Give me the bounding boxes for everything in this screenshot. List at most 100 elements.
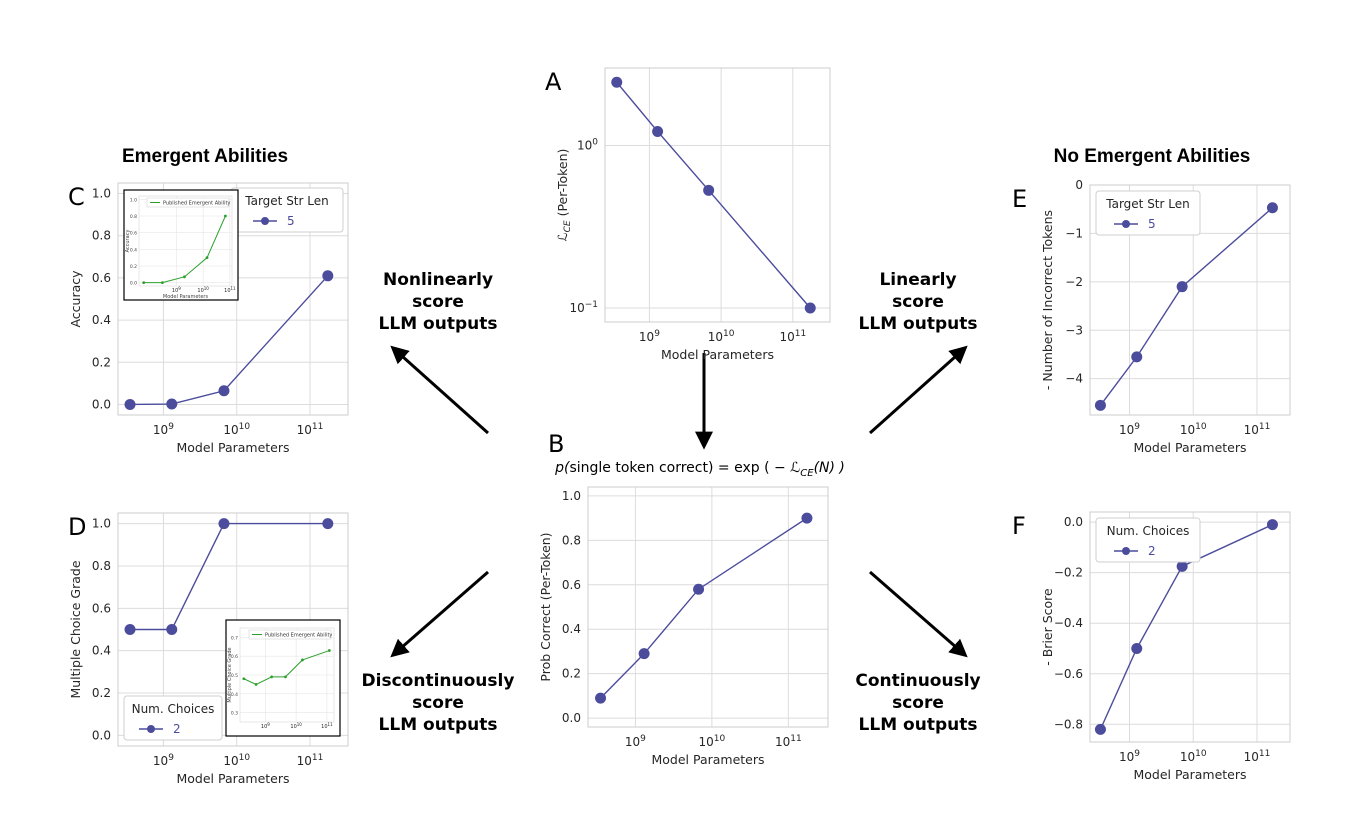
formula: p(single token correct) = exp ( − ℒCE(N)… <box>554 460 845 479</box>
y-tick-label: 0.6 <box>562 578 581 592</box>
inset-x-tick-label: 109 <box>261 722 270 730</box>
inset-data-point <box>301 658 304 662</box>
x-tick-label: 1011 <box>297 422 324 437</box>
data-point <box>1176 281 1188 293</box>
series-line <box>1099 524 1273 730</box>
y-tick-label: 0.2 <box>562 667 581 681</box>
arrow-to-d <box>390 570 489 658</box>
panel-f: F 109 1010 1011 0.0 −0.2 −0.4 −0.6 −0.8 Model Par… <box>1012 511 1291 782</box>
arrow-to-e <box>868 345 968 435</box>
data-point <box>322 270 334 282</box>
x-tick-label: 1010 <box>708 329 735 344</box>
legend-title: Num. Choices <box>1107 524 1190 538</box>
y-tick-label: 0.4 <box>92 644 111 658</box>
legend: Num. Choices 2 <box>1095 517 1201 563</box>
y-axis-label: - Brier Score <box>1040 588 1055 666</box>
inset-y-tick-label: 0.8 <box>130 214 137 220</box>
inset-plot-frame <box>138 195 233 287</box>
series-line <box>600 517 808 699</box>
panel-letter: B <box>548 430 564 458</box>
y-tick-label: −0.2 <box>1054 566 1083 580</box>
inset-legend-box <box>146 197 230 208</box>
legend-title: Num. Choices <box>132 702 215 716</box>
legend-label: 2 <box>1148 544 1156 558</box>
inset-y-tick-label: 0.7 <box>231 635 238 641</box>
inset-data-point <box>183 275 186 279</box>
formula-suffix: (N) ) <box>814 460 845 476</box>
inset-series-line <box>243 650 330 685</box>
data-point <box>703 184 715 196</box>
inset-y-tick-label: 0.3 <box>231 711 238 717</box>
panel-d: D 109 1010 1011 0.0 0.2 0.4 0.6 0.8 1.0 Model Para… <box>68 512 349 786</box>
x-tick-label: 1011 <box>297 753 324 768</box>
discontinuous-label-1: Discontinuously <box>362 671 515 691</box>
data-point <box>124 398 136 410</box>
x-tick-label: 1011 <box>775 734 802 749</box>
panel-a: A 109 1010 1011 10−1 100 Model Parameters ℒCE (… <box>545 67 831 362</box>
y-tick-label: −2 <box>1065 275 1083 289</box>
data-point <box>638 648 650 660</box>
data-point <box>166 398 178 410</box>
x-tick-label: 109 <box>153 753 174 768</box>
series-line <box>1099 207 1273 406</box>
data-point <box>693 583 705 595</box>
series-line <box>130 275 329 406</box>
discontinuous-label-2: score <box>412 693 464 713</box>
y-tick-label: 0.8 <box>92 559 111 573</box>
series-line <box>130 522 328 631</box>
x-tick-label: 1010 <box>223 753 250 768</box>
inset-y-tick-label: 0.0 <box>130 281 137 287</box>
y-tick-label: 0.2 <box>92 355 111 369</box>
data-point <box>1266 202 1278 214</box>
continuous-label-2: score <box>892 693 944 713</box>
y-tick-label: 0.4 <box>92 313 111 327</box>
y-tick-label: −3 <box>1065 323 1083 337</box>
formula-arg: single token correct <box>569 460 708 476</box>
inset-data-point <box>142 281 146 285</box>
nonlinear-label-2: score <box>412 292 464 312</box>
inset-data-point <box>224 214 227 218</box>
panel-c: C 109 1010 1011 0.0 0.2 0.4 0.6 0.8 1.0 Model Para… <box>68 182 349 455</box>
inset-x-axis-label: Model Parameters <box>163 294 209 300</box>
y-tick-label: −0.4 <box>1054 616 1083 630</box>
inset-y-tick-label: 0.2 <box>130 264 137 270</box>
data-point <box>1094 723 1106 735</box>
series-line <box>616 81 811 309</box>
discontinuous-label-3: LLM outputs <box>379 715 498 735</box>
data-point <box>166 624 178 635</box>
x-tick-label: 1011 <box>779 329 806 344</box>
inset-data-point <box>254 683 258 686</box>
panel-letter: C <box>68 183 85 211</box>
inset-y-tick-label: 0.6 <box>231 654 238 660</box>
y-tick-label: 10−1 <box>569 300 598 315</box>
x-tick-label: 109 <box>153 422 174 437</box>
inset-chart: 109 1010 1011 0.0 0.2 0.4 0.6 0.8 1.0 Model Param… <box>123 189 239 301</box>
inset-x-tick-label: 1011 <box>321 722 333 730</box>
inset-y-tick-label: 0.5 <box>231 673 238 679</box>
inset-legend-label: Published Emergent Ability <box>265 633 332 639</box>
y-tick-label: −4 <box>1065 372 1083 386</box>
arrows <box>390 345 968 658</box>
linear-label-1: Linearly <box>879 270 956 290</box>
data-point <box>218 385 230 397</box>
heading-no-emergent: No Emergent Abilities <box>1054 146 1251 167</box>
y-axis-label: Multiple Choice Grade <box>68 560 83 698</box>
x-tick-label: 1011 <box>1244 422 1271 437</box>
data-point <box>1176 560 1188 572</box>
y-tick-label: 0.6 <box>92 271 111 285</box>
continuous-label-3: LLM outputs <box>859 715 978 735</box>
panel-letter: A <box>545 68 562 96</box>
arrow-labels: Nonlinearly score LLM outputs Discontinu… <box>362 270 981 735</box>
y-tick-label: −0.6 <box>1054 667 1083 681</box>
x-tick-label: 1010 <box>1180 422 1207 437</box>
y-tick-label: 0.6 <box>92 601 111 615</box>
y-tick-label: −0.8 <box>1054 717 1083 731</box>
inset-x-tick-label: 1010 <box>197 286 209 294</box>
panel-e: E 109 1010 1011 0 −1 −2 −3 −4 Model Parameters - N… <box>1012 178 1291 455</box>
data-point <box>1131 351 1143 363</box>
data-point <box>1131 642 1143 654</box>
x-tick-label: 109 <box>639 329 660 344</box>
legend-label: 2 <box>173 722 181 736</box>
inset-x-tick-label: 1010 <box>290 722 302 730</box>
x-tick-label: 1010 <box>1180 749 1207 764</box>
